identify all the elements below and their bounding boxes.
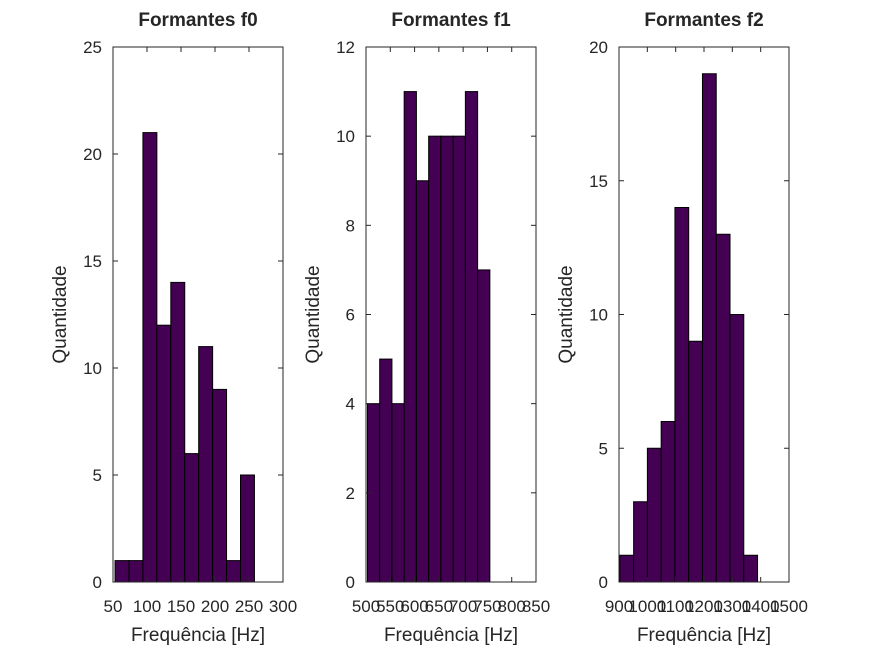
y-tick-label: 10 (589, 306, 608, 325)
x-tick-label: 1000 (628, 597, 666, 616)
y-tick-label: 6 (346, 306, 355, 325)
histogram-bar (660, 421, 676, 583)
y-tick-label: 25 (83, 38, 102, 57)
histogram-bar (240, 474, 255, 583)
y-tick-label: 10 (83, 359, 102, 378)
y-tick-label: 5 (599, 439, 608, 458)
y-tick-label: 12 (336, 38, 355, 57)
y-axis-label: Quantidade (50, 265, 71, 363)
histogram-bar (688, 340, 703, 583)
x-tick-label: 900 (605, 597, 633, 616)
histogram-bar (428, 135, 442, 583)
histogram-bar (440, 135, 454, 583)
x-axis-label: Frequência [Hz] (131, 625, 265, 646)
histogram-bar (477, 269, 491, 583)
histogram-panel-0: 0 5 10 15 20 25 50 100 150 200 250 300 Formantes f0 F… (50, 10, 297, 646)
x-tick-label: 500 (352, 597, 380, 616)
histogram-bar (619, 554, 635, 583)
y-tick-label: 0 (93, 573, 102, 592)
histogram-bar (452, 135, 466, 583)
x-tick-label: 50 (104, 597, 123, 616)
x-tick-label: 1100 (657, 597, 694, 616)
chart-title: Formantes f2 (644, 10, 763, 31)
y-tick-label: 20 (83, 145, 102, 164)
histogram-bar (391, 403, 405, 583)
y-tick-label: 15 (83, 252, 102, 271)
y-tick-label: 8 (346, 216, 355, 235)
x-tick-label: 650 (425, 597, 453, 616)
x-tick-label: 750 (473, 597, 501, 616)
y-axis-label: Quantidade (303, 265, 324, 363)
histogram-bar (674, 207, 690, 583)
histogram-bar (156, 324, 172, 583)
x-tick-label: 250 (235, 597, 263, 616)
histogram-bar (646, 447, 662, 583)
x-tick-label: 1200 (685, 597, 723, 616)
x-axis-label: Frequência [Hz] (637, 625, 771, 646)
x-tick-label: 200 (201, 597, 229, 616)
x-tick-label: 300 (269, 597, 297, 616)
histogram-bar (464, 91, 479, 583)
x-tick-label: 1400 (742, 597, 780, 616)
histogram-bar (729, 314, 745, 583)
axes-box (112, 46, 284, 583)
chart-title: Formantes f0 (138, 10, 257, 31)
x-tick-label: 850 (522, 597, 550, 616)
y-tick-label: 4 (346, 395, 355, 414)
y-tick-label: 20 (589, 38, 608, 57)
chart-title: Formantes f1 (391, 10, 511, 31)
histogram-bar (142, 132, 158, 583)
x-tick-label: 1300 (713, 597, 751, 616)
y-tick-label: 0 (346, 573, 355, 592)
x-tick-label: 100 (133, 597, 161, 616)
histogram-bar (212, 388, 228, 583)
histogram-bar (198, 346, 214, 583)
histogram-bar (114, 560, 130, 583)
x-tick-label: 600 (400, 597, 428, 616)
x-tick-label: 550 (376, 597, 404, 616)
y-tick-label: 10 (336, 127, 355, 146)
histogram-bar (403, 91, 417, 583)
histogram-bar (415, 180, 430, 583)
histogram-bar (701, 73, 717, 583)
y-tick-label: 5 (93, 466, 102, 485)
histogram-bar (128, 560, 144, 583)
histogram-bar (184, 453, 200, 583)
x-axis-label: Frequência [Hz] (384, 625, 518, 646)
y-axis-label: Quantidade (556, 265, 577, 363)
histogram-bar (715, 233, 731, 583)
x-tick-label: 700 (449, 597, 477, 616)
y-tick-label: 15 (589, 172, 608, 191)
y-tick-label: 2 (346, 484, 355, 503)
y-tick-label: 0 (599, 573, 608, 592)
x-tick-label: 800 (498, 597, 526, 616)
histogram-bar (633, 501, 648, 583)
histogram-bar (226, 560, 241, 583)
histogram-bar (379, 358, 393, 583)
histogram-bar (170, 281, 186, 583)
x-tick-label: 150 (167, 597, 195, 616)
histogram-bar (743, 554, 759, 583)
x-tick-label: 1500 (770, 597, 808, 616)
